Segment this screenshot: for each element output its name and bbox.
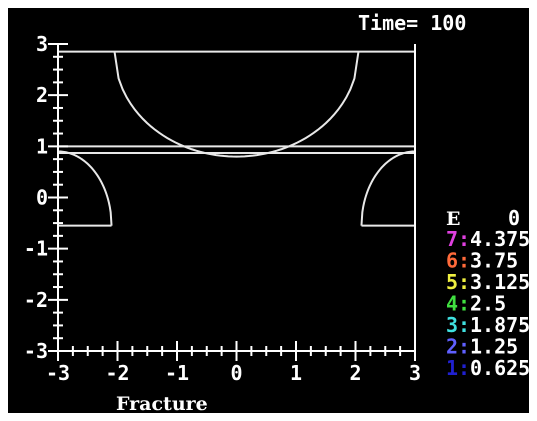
legend-header-right: 0	[508, 206, 520, 230]
x-tick-labels: -3 -2 -1 0 1 2 3	[46, 361, 421, 385]
legend-entry-value: 3.75	[470, 249, 518, 273]
contour-arc-4	[57, 150, 113, 226]
legend-entry-id: 5:	[446, 270, 470, 294]
x-tick-label: 1	[290, 361, 302, 385]
legend-entry-value: 0.625	[470, 356, 530, 380]
x-tick-label: 3	[409, 361, 421, 385]
y-tick-labels: -3 -2 -1 0 1 2 3	[24, 32, 48, 363]
legend-entry-id: 6:	[446, 249, 470, 273]
y-tick-label: -3	[24, 339, 48, 363]
legend-entry-id: 2:	[446, 335, 470, 359]
y-tick-label: 0	[36, 186, 48, 210]
chart-background	[8, 8, 529, 413]
x-tick-label: 0	[230, 361, 242, 385]
chart-title: Time= 100	[358, 11, 466, 35]
legend-entry-id: 7:	[446, 227, 470, 251]
y-tick-label: 3	[36, 32, 48, 56]
contour-lines	[57, 50, 416, 227]
x-tick-label: 2	[349, 361, 361, 385]
legend-entry-id: 4:	[446, 292, 470, 316]
x-tick-label: -1	[165, 361, 189, 385]
legend-entry-value: 1.875	[470, 313, 530, 337]
axes	[48, 43, 416, 361]
y-tick-label: 1	[36, 134, 48, 158]
legend-header-left: E	[446, 208, 460, 230]
legend-entry-value: 2.5	[470, 292, 506, 316]
legend-entry-id: 3:	[446, 313, 470, 337]
legend-entry-id: 1:	[446, 356, 470, 380]
y-tick-label: -2	[24, 288, 48, 312]
contour-arc-5	[360, 150, 416, 226]
legend-entry-value: 4.375	[470, 227, 530, 251]
legend-entry-value: 3.125	[470, 270, 530, 294]
legend-entry-value: 1.25	[470, 335, 518, 359]
x-tick-label: -2	[105, 361, 129, 385]
y-tick-label: 2	[36, 83, 48, 107]
x-axis-label: Fracture	[116, 393, 208, 415]
y-tick-label: -1	[24, 237, 48, 261]
contour-arc-1	[113, 51, 360, 158]
x-tick-label: -3	[46, 361, 70, 385]
